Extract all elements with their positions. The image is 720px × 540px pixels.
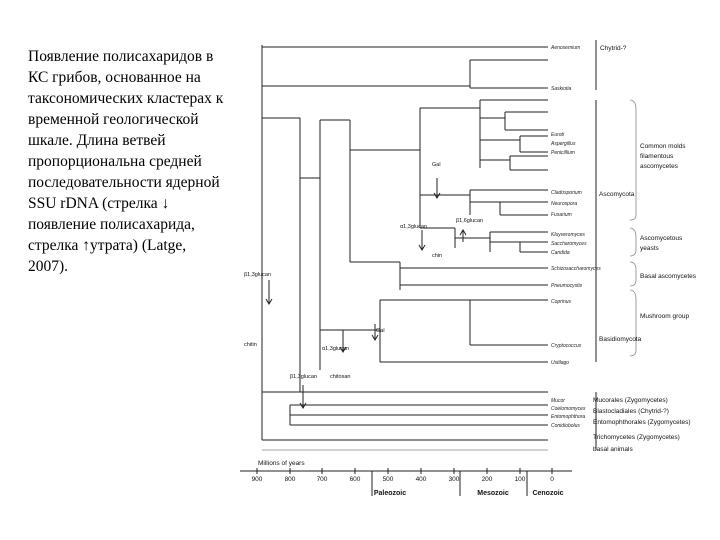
marker-label: chitosan [330, 374, 351, 380]
axis-tick-label: 200 [482, 476, 493, 483]
taxon-label: Neurospora [551, 201, 577, 207]
axis-tick-label: 100 [515, 476, 526, 483]
group-label: Mucorales (Zygomycetes) [593, 397, 668, 404]
marker-label: β1,3glucan [290, 374, 317, 380]
taxon-label: Schizosaccharomyces [551, 266, 601, 272]
marker-label: α1,3glucan [322, 346, 349, 352]
axis-tick-label: 400 [416, 476, 427, 483]
taxon-label: Saccharomyces [551, 241, 587, 247]
taxon-label: Mucor [551, 398, 565, 404]
taxon-label: Kluyveromyces [551, 232, 585, 238]
taxon-label: Saskiotia [551, 86, 572, 92]
taxon-label: Pneumocystis [551, 283, 583, 289]
taxon-label: Coelomomyces [551, 406, 586, 412]
taxon-label: Cladosporium [551, 190, 582, 196]
axis-tick-label: 500 [383, 476, 394, 483]
group-label: Ascomycota [599, 191, 635, 198]
taxon-label: Candida [551, 250, 570, 256]
group-label: Basidiomycota [599, 336, 642, 343]
marker-labels: β1,3glucan chitin α1,3glucan Gal β1,6glu… [244, 162, 483, 380]
marker-label: β1,3glucan [244, 272, 271, 278]
taxon-label: Penicillium [551, 150, 575, 156]
taxon-label: Fusarium [551, 212, 572, 218]
era-label: Mesozoic [477, 490, 509, 497]
taxon-label: Cryptococcus [551, 343, 582, 349]
figure-caption: Появление полисахаридов в КС грибов, осн… [28, 48, 224, 275]
group-label: Common molds [640, 143, 686, 150]
taxa-labels: Aenosemium Saskiotia Euroti Aspergillus … [550, 45, 601, 429]
marker-label: Gal [432, 162, 441, 168]
marker-label: chin [432, 253, 442, 259]
group-label: Basal ascomycetes [640, 273, 697, 280]
axis-tick-label: 0 [550, 476, 554, 483]
axis-tick-label: 900 [252, 476, 263, 483]
group-labels: Chytrid-? Common molds filamentous ascom… [593, 45, 697, 453]
event-arrows [265, 178, 467, 409]
era-label: Paleozoic [374, 490, 406, 497]
axis-ticks [256, 468, 553, 496]
axis-tick-label: 700 [317, 476, 328, 483]
tree-branches [261, 45, 548, 451]
axis-tick-label: 600 [350, 476, 361, 483]
group-label: Entomophthorales (Zygomycetes) [593, 419, 691, 426]
taxon-label: Entomophthora [551, 414, 585, 420]
taxon-label: Aspergillus [550, 141, 576, 147]
axis-tick-label: 800 [285, 476, 296, 483]
group-label: Chytrid-? [600, 45, 627, 52]
group-label: Trichomycetes (Zygomycetes) [593, 434, 680, 441]
time-axis: Millions of years 900 800 700 600 500 40… [240, 460, 572, 497]
era-label: Cenozoic [532, 490, 563, 497]
taxon-label: Conidiobolus [551, 423, 580, 429]
group-brackets [595, 40, 637, 450]
group-label: Ascomycetous [640, 235, 683, 242]
group-label: basal animals [593, 446, 633, 453]
taxon-label: Coprinus [551, 299, 572, 305]
taxon-label: Euroti [551, 132, 565, 138]
taxon-label: Ustilago [551, 360, 569, 366]
marker-label: β1,6glucan [456, 218, 483, 224]
marker-label: α1,3glucan [400, 224, 427, 230]
marker-label: Gal [376, 328, 385, 334]
group-label: filamentous [640, 153, 674, 160]
marker-label: chitin [244, 342, 257, 348]
axis-title: Millions of years [258, 460, 305, 467]
taxon-label: Aenosemium [550, 45, 580, 51]
group-label: Blastocladiales (Chytrid-?) [593, 408, 669, 415]
group-label: yeasts [640, 245, 660, 252]
group-label: ascomycetes [640, 163, 679, 170]
group-label: Mushroom group [640, 313, 690, 320]
axis-tick-label: 300 [449, 476, 460, 483]
